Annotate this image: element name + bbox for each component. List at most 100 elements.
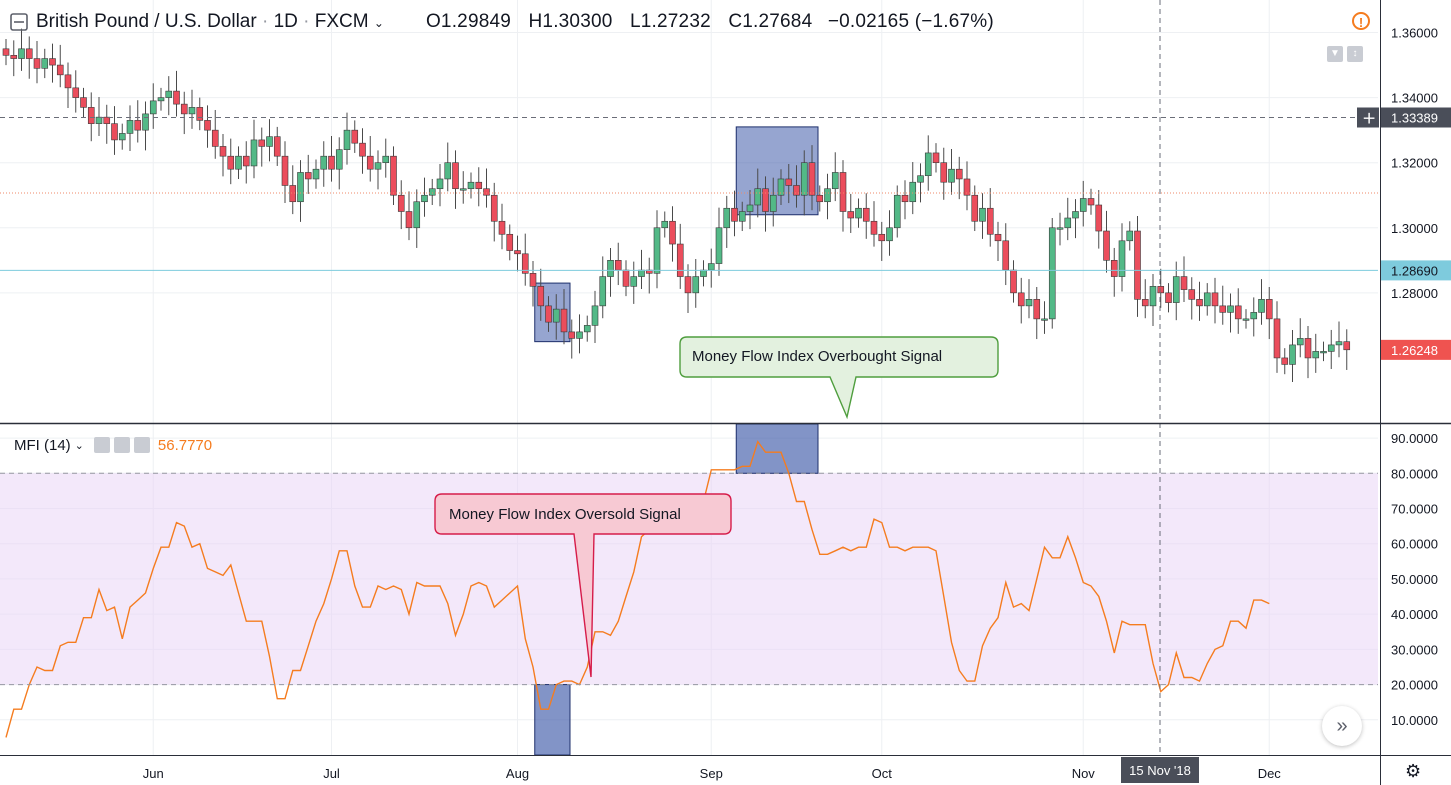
candle-up xyxy=(769,194,777,212)
candle-down xyxy=(359,142,366,157)
candle-up xyxy=(886,227,893,242)
candle xyxy=(1296,318,1304,358)
candle xyxy=(1211,277,1219,324)
candle-up xyxy=(552,308,560,323)
close-value: C1.27684 xyxy=(728,11,813,32)
collapse-icon[interactable] xyxy=(10,13,28,31)
candle-up xyxy=(1118,240,1126,277)
candle xyxy=(1242,309,1250,329)
candle xyxy=(1250,297,1258,337)
candle xyxy=(816,185,824,212)
candle-down xyxy=(529,273,537,287)
candle xyxy=(1095,190,1103,249)
candle xyxy=(529,260,537,307)
candle xyxy=(723,195,731,248)
candle xyxy=(118,123,126,150)
candle xyxy=(250,119,258,179)
candle xyxy=(971,185,979,232)
candle xyxy=(142,101,149,151)
candle-up xyxy=(855,207,862,219)
candle-down xyxy=(180,103,188,115)
candle xyxy=(777,169,785,205)
scale-buttons: ▼ ↕ xyxy=(1327,46,1363,62)
candle xyxy=(10,40,18,77)
candle-up xyxy=(1149,286,1157,307)
line-price-label: 1.28690 xyxy=(1391,263,1438,278)
candle-up xyxy=(661,220,669,229)
price-tick-label: 1.32000 xyxy=(1391,156,1438,171)
time-tick-label: Aug xyxy=(506,766,529,781)
candle-up xyxy=(1025,299,1033,307)
candle-up xyxy=(1289,344,1296,365)
gear-icon[interactable]: ⚙ xyxy=(1405,761,1422,781)
candle-down xyxy=(1017,292,1025,307)
candle-down xyxy=(475,181,483,190)
mfi-tick-label: 10.0000 xyxy=(1391,713,1438,728)
candle-up xyxy=(312,168,320,180)
candle-up xyxy=(583,325,591,333)
close-icon[interactable] xyxy=(133,437,150,453)
candle xyxy=(669,206,676,262)
chevron-down-icon[interactable]: ⌄ xyxy=(373,16,384,30)
candle xyxy=(715,207,723,276)
candle-down xyxy=(498,220,506,235)
candle xyxy=(1126,221,1134,251)
chevron-down-icon[interactable]: ⌄ xyxy=(74,439,84,452)
candle-up xyxy=(1172,276,1180,303)
candle xyxy=(893,185,901,238)
candle-down xyxy=(1033,299,1041,320)
candle-down xyxy=(211,129,219,147)
symbol-title[interactable]: British Pound / U.S. Dollar · 1D · FXCM … xyxy=(36,11,384,32)
candle-down xyxy=(1180,276,1188,290)
candle xyxy=(1180,256,1188,302)
candle-down xyxy=(1134,230,1141,300)
oversold-callout-box xyxy=(434,493,732,678)
candle xyxy=(917,163,924,203)
candle-up xyxy=(436,178,444,190)
candle-down xyxy=(1304,338,1312,359)
candle-down xyxy=(1087,198,1095,206)
candle xyxy=(157,87,165,111)
candle xyxy=(545,296,552,332)
candle-down xyxy=(986,207,994,235)
candle xyxy=(1188,277,1196,320)
ohlc-values: O1.29849 H1.30300 L1.27232 C1.27684 −0.0… xyxy=(426,11,1006,33)
forward-icon[interactable]: » xyxy=(1322,706,1362,746)
candle xyxy=(219,134,227,177)
candle-up xyxy=(41,58,49,69)
visibility-icon[interactable] xyxy=(93,437,110,453)
scale-both-icon[interactable]: ↕ xyxy=(1347,46,1363,62)
candle xyxy=(746,190,754,230)
candle-down xyxy=(366,155,374,170)
candle-down xyxy=(684,276,692,294)
candle-down xyxy=(273,136,281,157)
candle-up xyxy=(1227,305,1234,313)
candle xyxy=(800,150,808,216)
indicator-name[interactable]: MFI (14) xyxy=(14,436,71,454)
candle-up xyxy=(18,48,25,59)
candle xyxy=(428,178,436,205)
candle xyxy=(878,221,886,261)
candle xyxy=(599,256,607,319)
candle-up xyxy=(382,155,390,163)
warning-icon[interactable]: ! xyxy=(1352,12,1370,30)
settings-icon[interactable] xyxy=(113,437,130,453)
candle-up xyxy=(126,120,134,134)
price-tick-label: 1.34000 xyxy=(1391,91,1438,106)
price-labels: +1.33389 1.28690 1.26248 xyxy=(1357,107,1451,360)
candle xyxy=(831,152,839,202)
candle xyxy=(1304,326,1312,379)
candle-up xyxy=(1072,211,1079,219)
candle xyxy=(335,137,343,190)
candle xyxy=(180,91,188,135)
candle xyxy=(459,171,467,204)
candle-down xyxy=(514,250,521,255)
candle xyxy=(552,294,560,340)
candle-down xyxy=(1141,299,1149,307)
candle xyxy=(18,28,25,71)
candle xyxy=(1056,212,1064,246)
candle xyxy=(41,48,49,79)
candle-down xyxy=(1219,305,1227,313)
scale-down-icon[interactable]: ▼ xyxy=(1327,46,1343,62)
